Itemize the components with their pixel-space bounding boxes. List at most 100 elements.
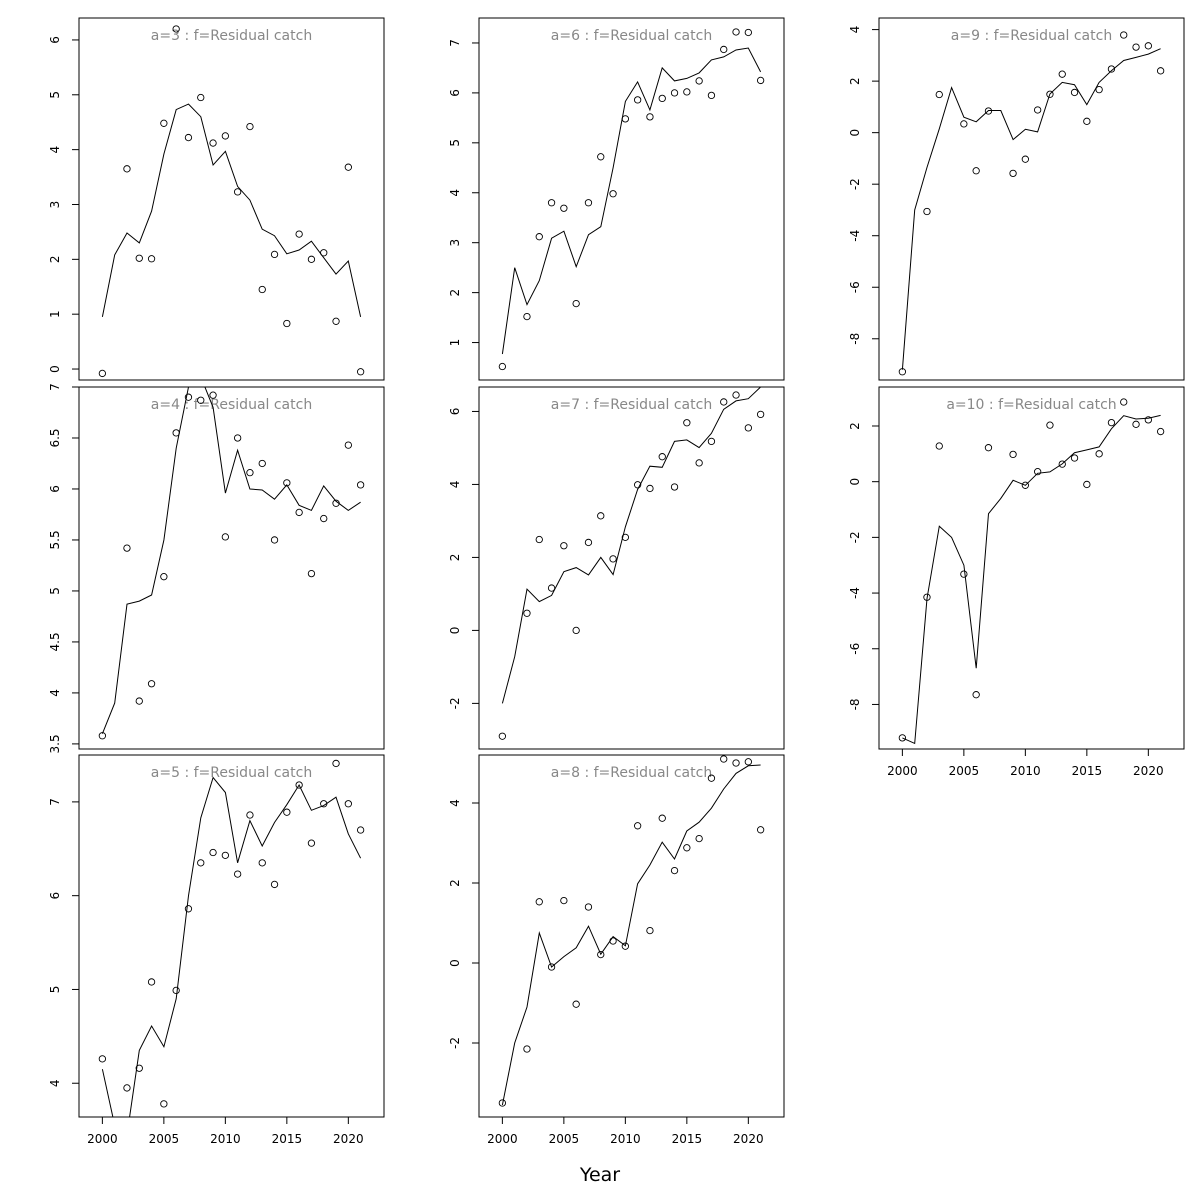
observed-point: [1095, 85, 1103, 94]
fitted-line: [901, 48, 1161, 370]
observed-point: [732, 28, 740, 36]
observed-point: [1083, 117, 1091, 125]
observed-point: [658, 94, 666, 103]
observed-point: [356, 368, 365, 376]
observed-point: [1058, 460, 1066, 468]
observed-point: [1046, 421, 1054, 429]
observed-point: [221, 132, 230, 140]
panel-frame: [478, 17, 785, 381]
observed-point: [233, 870, 242, 878]
x-tick-label: 2000: [487, 1132, 518, 1146]
observed-point: [683, 844, 691, 852]
observed-point: [646, 113, 654, 121]
observed-point: [935, 442, 943, 450]
observed-point: [960, 120, 968, 128]
observed-point: [270, 250, 279, 259]
observed-point: [523, 312, 531, 321]
observed-point: [98, 1055, 107, 1063]
y-tick-label: 2: [848, 422, 862, 430]
observed-point: [221, 851, 230, 859]
observed-point: [732, 759, 740, 767]
panel-title: a=3 : f=Residual catch: [151, 28, 312, 44]
y-tick-label: 6: [448, 89, 462, 97]
y-tick-label: 3: [48, 201, 62, 209]
panel-frame: [878, 386, 1185, 750]
observed-point: [147, 680, 156, 688]
y-tick-label: 4: [48, 146, 62, 154]
observed-point: [1107, 65, 1116, 73]
panel-8: a=10 : f=Residual catch -8 -6 -4 -2 0 2 2000 200…: [848, 386, 1185, 778]
observed-point: [270, 536, 279, 544]
observed-point: [572, 1000, 580, 1008]
observed-point: [720, 398, 728, 406]
observed-point: [597, 153, 605, 161]
observed-point: [633, 96, 642, 104]
observed-point: [523, 609, 531, 617]
observed-point: [523, 1045, 531, 1053]
y-tick-label: -8: [848, 333, 862, 345]
observed-point: [270, 880, 279, 889]
observed-point: [547, 963, 556, 971]
plot-area: [498, 28, 765, 371]
observed-point: [135, 697, 143, 705]
observed-point: [609, 555, 617, 563]
y-tick-label: 4: [448, 481, 462, 489]
observed-point: [707, 437, 716, 446]
observed-point: [720, 755, 728, 763]
observed-point: [209, 391, 217, 399]
y-tick-label: 0: [848, 478, 862, 486]
y-tick-label: 1: [448, 339, 462, 347]
y-tick-label: 5: [448, 139, 462, 147]
observed-point: [633, 481, 642, 489]
x-tick-label: 2010: [610, 1132, 641, 1146]
observed-point: [1132, 43, 1140, 51]
panel-frame: [78, 386, 385, 750]
observed-point: [258, 285, 266, 294]
panel-title: a=7 : f=Residual catch: [551, 397, 712, 413]
observed-point: [344, 441, 352, 449]
observed-point: [744, 758, 752, 766]
fitted-line: [501, 47, 762, 355]
observed-point: [1156, 427, 1165, 436]
observed-point: [756, 76, 765, 85]
panel-2: a=4 : f=Residual catch 3.5 4 4.5 5 5.5 6 6.5 7: [48, 383, 385, 753]
observed-point: [621, 533, 630, 541]
x-tick-label: 2010: [1010, 764, 1041, 778]
plot-area: [498, 755, 765, 1107]
y-tick-label: 6: [48, 485, 62, 493]
fitted-line: [501, 387, 761, 704]
observed-point: [160, 119, 168, 127]
observed-point: [670, 89, 679, 97]
y-tick-label: 3.5: [48, 734, 62, 753]
y-tick-label: 5: [48, 587, 62, 595]
panel-frame: [478, 386, 785, 750]
observed-point: [547, 199, 556, 207]
panel-title: a=5 : f=Residual catch: [151, 765, 312, 781]
panel-frame: [78, 754, 385, 1118]
observed-point: [123, 544, 131, 552]
y-tick-label: 2: [448, 554, 462, 562]
panel-3: a=5 : f=Residual catch 4 5 6 7 2000 2005 2010 20…: [48, 754, 385, 1146]
y-tick-label: 5: [48, 91, 62, 99]
panel-1: a=3 : f=Residual catch 0 1 2 3 4 5 6: [48, 17, 385, 381]
observed-point: [756, 410, 765, 419]
y-tick-label: 7: [448, 39, 462, 47]
observed-point: [147, 255, 156, 263]
x-tick-label: 2005: [549, 1132, 580, 1146]
panel-4: a=6 : f=Residual catch 1 2 3 4 5 6 7: [448, 17, 785, 381]
observed-point: [258, 859, 266, 867]
observed-point: [356, 481, 365, 489]
y-tick-label: -6: [848, 281, 862, 293]
observed-point: [123, 1084, 131, 1092]
observed-point: [1107, 418, 1116, 427]
fitted-line: [902, 414, 1161, 745]
observed-point: [498, 1099, 507, 1107]
observed-point: [233, 188, 242, 196]
observed-point: [670, 866, 679, 875]
observed-point: [972, 691, 980, 699]
observed-point: [572, 299, 580, 308]
y-tick-label: 4: [48, 689, 62, 697]
observed-point: [233, 434, 242, 442]
observed-point: [744, 28, 752, 37]
observed-point: [683, 419, 691, 427]
